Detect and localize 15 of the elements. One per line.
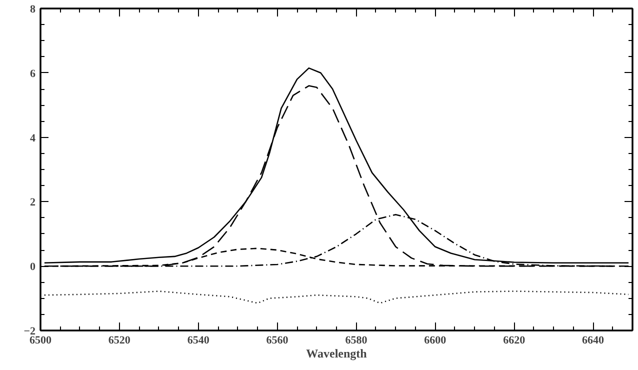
x-tick-label: 6580 <box>345 334 368 346</box>
y-tick-label: 2 <box>30 196 36 209</box>
x-tick-label: 6600 <box>424 334 447 346</box>
x-tick-label: 6640 <box>582 334 605 346</box>
y-tick-label: −2 <box>24 326 36 338</box>
x-axis-title: Wavelength <box>306 346 368 360</box>
y-tick-label: 6 <box>30 68 36 80</box>
x-tick-label: 6560 <box>266 334 289 346</box>
x-tick-label: 6620 <box>503 334 526 346</box>
x-tick-label: 6540 <box>187 334 210 346</box>
y-tick-label: 4 <box>30 132 36 144</box>
x-tick-label: 6520 <box>108 334 131 346</box>
y-tick-label: 0 <box>30 261 36 274</box>
x-tick-label: 6500 <box>30 334 52 346</box>
y-tick-label: 8 <box>30 4 36 16</box>
